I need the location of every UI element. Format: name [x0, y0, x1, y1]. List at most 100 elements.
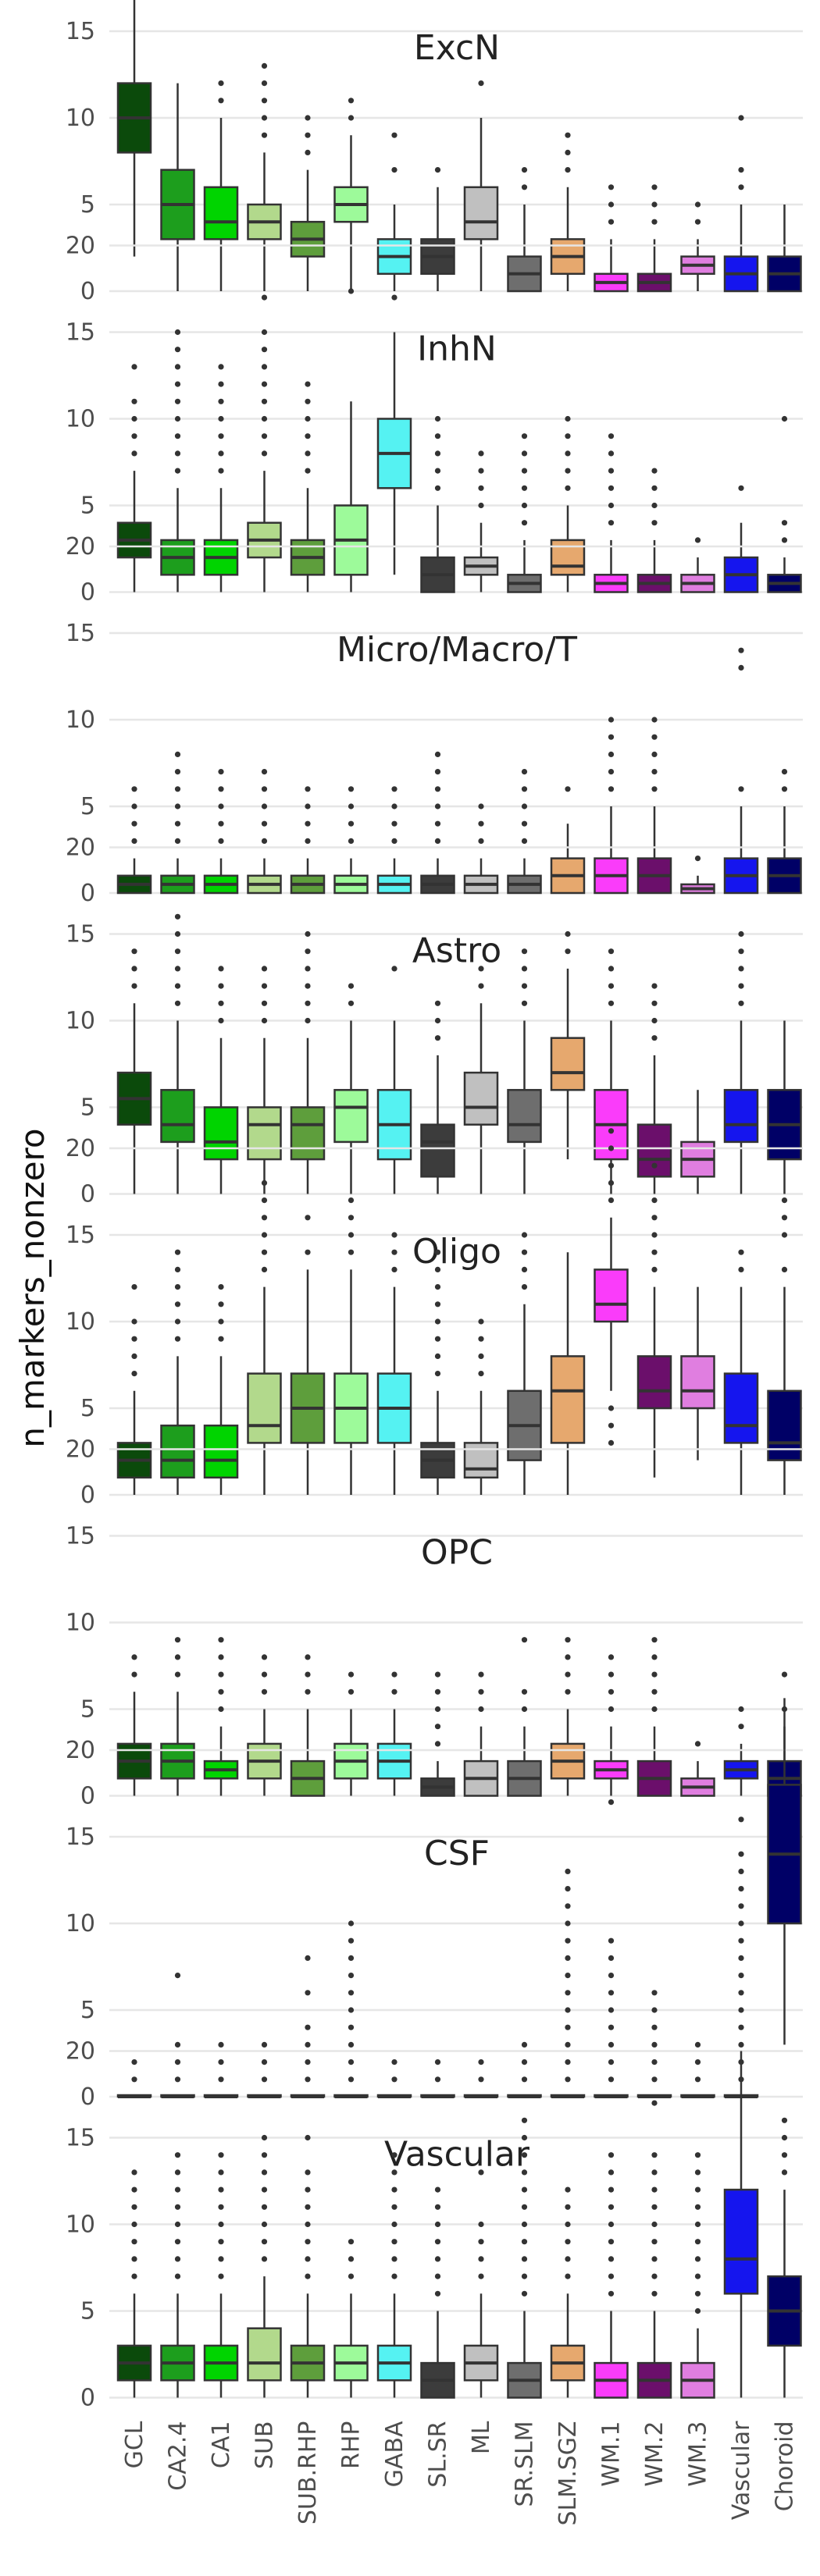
- panel-title: OPC: [421, 1533, 493, 1573]
- box-body: [420, 1123, 455, 1178]
- y-tick-label: 5: [80, 1395, 95, 1422]
- outlier-point: [608, 983, 615, 989]
- outlier-point: [131, 2186, 137, 2193]
- box-WM.2: [636, 2100, 672, 2399]
- outlier-point: [565, 450, 571, 457]
- box-SUB.RHP: [290, 2134, 326, 2398]
- box-WM.1: [594, 1799, 629, 2098]
- y-tick-label: 0: [80, 2385, 95, 2412]
- outlier-point: [174, 820, 181, 827]
- outlier-point: [174, 2239, 181, 2245]
- outlier-point: [174, 1318, 181, 1325]
- outlier-point: [608, 1179, 615, 1186]
- outlier-point: [651, 2186, 658, 2193]
- box-SL.SR: [420, 2186, 455, 2399]
- y-tick-label: 10: [66, 406, 95, 433]
- outlier-point: [608, 1937, 615, 1944]
- box-body: [247, 2327, 282, 2382]
- outlier-point: [651, 1990, 658, 1996]
- outlier-point: [565, 1688, 571, 1695]
- outlier-point: [305, 398, 311, 404]
- outlier-point: [305, 966, 311, 972]
- outlier-point: [131, 2239, 137, 2245]
- outlier-point: [694, 201, 701, 208]
- box-SUB: [247, 769, 282, 895]
- box-Vascular: [723, 930, 759, 1194]
- outlier-point: [434, 1266, 441, 1272]
- outlier-point: [434, 468, 441, 474]
- outlier-point: [651, 2007, 658, 2013]
- box-CA1: [203, 80, 239, 291]
- outlier-point: [565, 415, 571, 422]
- outlier-point: [218, 2169, 224, 2176]
- box-SUB: [247, 1654, 282, 1796]
- outlier-point: [261, 1671, 268, 1678]
- outlier-point: [218, 2256, 224, 2262]
- box-WM.1: [594, 948, 629, 1194]
- y-tick-label: 20: [66, 533, 95, 560]
- outlier-point: [305, 1000, 311, 1006]
- box-SR.SLM: [507, 1637, 542, 1797]
- outlier-point: [521, 433, 528, 439]
- box-SL.SR: [420, 1000, 455, 1194]
- x-tick-label: SUB: [251, 2421, 279, 2470]
- outlier-point: [651, 485, 658, 491]
- outlier-point: [348, 1671, 355, 1678]
- outlier-point: [261, 983, 268, 989]
- box-Vascular: [723, 115, 759, 293]
- box-ML: [463, 2169, 499, 2398]
- outlier-point: [738, 966, 744, 972]
- outlier-point: [478, 1671, 484, 1678]
- outlier-point: [651, 1706, 658, 1713]
- box-body: [636, 1355, 672, 1410]
- box-RHP: [333, 1197, 369, 1495]
- outlier-point: [391, 803, 398, 809]
- box-SUB.RHP: [290, 115, 326, 291]
- outlier-point: [694, 2152, 701, 2158]
- outlier-point: [131, 1371, 137, 1377]
- outlier-point: [131, 2059, 137, 2065]
- outlier-point: [738, 786, 744, 792]
- outlier-point: [131, 803, 137, 809]
- outlier-point: [434, 1035, 441, 1041]
- outlier-point: [608, 1973, 615, 1979]
- outlier-point: [348, 288, 355, 294]
- box-SR.SLM: [507, 2041, 542, 2098]
- outlier-point: [261, 2256, 268, 2262]
- outlier-point: [608, 1162, 615, 1169]
- outlier-point: [174, 1000, 181, 1006]
- outlier-point: [521, 167, 528, 173]
- y-tick-label: 10: [66, 1910, 95, 1937]
- outlier-point: [651, 2273, 658, 2279]
- box-ML: [463, 2059, 499, 2098]
- outlier-point: [565, 167, 571, 173]
- outlier-point: [261, 2076, 268, 2083]
- outlier-point: [218, 433, 224, 439]
- outlier-point: [391, 2059, 398, 2065]
- box-GCL: [116, 0, 152, 257]
- outlier-point: [608, 2273, 615, 2279]
- outlier-point: [261, 803, 268, 809]
- outlier-point: [434, 2204, 441, 2210]
- outlier-point: [738, 1920, 744, 1927]
- outlier-point: [348, 2041, 355, 2048]
- y-tick-label: 0: [80, 1482, 95, 1509]
- outlier-point: [478, 803, 484, 809]
- box-GCL: [116, 786, 152, 895]
- outlier-point: [608, 734, 615, 740]
- outlier-point: [218, 1637, 224, 1643]
- box-Choroid: [767, 1698, 802, 2045]
- outlier-point: [218, 1654, 224, 1660]
- outlier-point: [651, 184, 658, 190]
- outlier-point: [478, 838, 484, 844]
- outlier-point: [261, 1654, 268, 1660]
- box-RHP: [333, 786, 369, 895]
- box-CA1: [203, 2152, 239, 2398]
- outlier-point: [261, 2134, 268, 2141]
- outlier-point: [174, 913, 181, 920]
- outlier-point: [608, 1439, 615, 1446]
- box-WM.3: [680, 2152, 715, 2399]
- box-GCL: [116, 948, 152, 1194]
- box-body: [636, 1123, 672, 1178]
- outlier-point: [391, 1688, 398, 1695]
